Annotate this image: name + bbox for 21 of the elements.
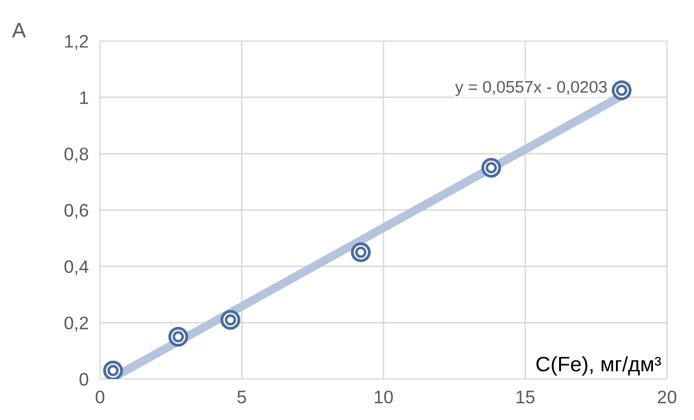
x-tick-label: 20 xyxy=(658,390,676,404)
annotation: y = 0,0557x - 0,0203 xyxy=(455,80,607,96)
y-tick-label: 1 xyxy=(80,91,88,104)
x-axis-title: C(Fe), мг/дм³ xyxy=(536,356,661,376)
x-tick-label: 10 xyxy=(374,390,393,404)
x-tick-label: 15 xyxy=(516,390,535,404)
y-tick-label: 0,4 xyxy=(64,260,88,276)
y-tick-label: 0,2 xyxy=(64,316,88,332)
point xyxy=(350,242,371,262)
y-tick-label: 0,6 xyxy=(64,204,88,219)
y-tick-label: 0 xyxy=(80,372,88,386)
point xyxy=(481,158,502,178)
y-tick-label: 0,8 xyxy=(64,148,88,163)
x-tick-label: 0 xyxy=(96,390,104,404)
point xyxy=(220,310,240,330)
point xyxy=(168,326,188,347)
y-tick-label: 1,2 xyxy=(65,34,88,50)
point xyxy=(103,360,123,379)
y-axis-title: A xyxy=(12,23,26,38)
point xyxy=(612,80,632,100)
x-tick-label: 5 xyxy=(237,390,246,404)
